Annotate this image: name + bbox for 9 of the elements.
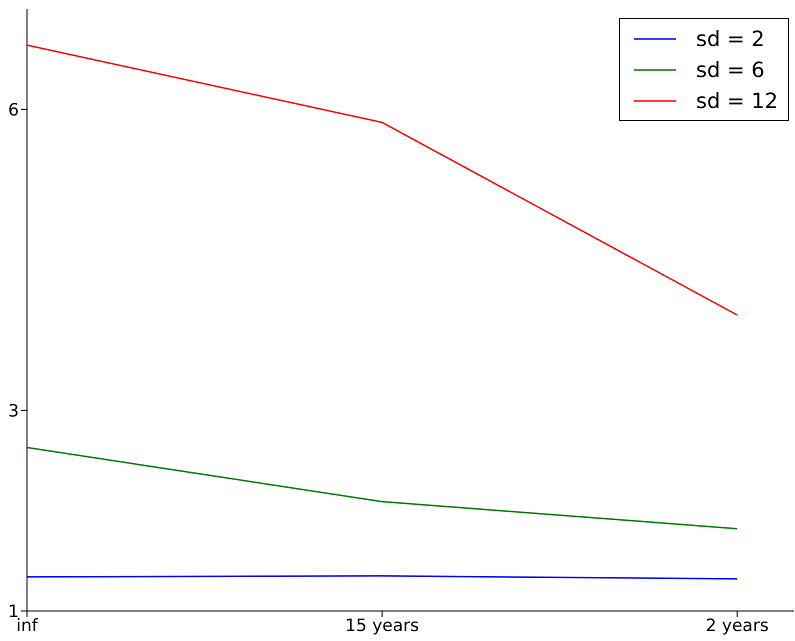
legend-label: sd = 6 bbox=[696, 58, 765, 82]
x-tick-label: 2 years bbox=[706, 616, 769, 636]
y-tick-label: 3 bbox=[8, 401, 19, 422]
legend-label: sd = 2 bbox=[696, 26, 765, 50]
x-tick-label: 15 years bbox=[345, 616, 420, 636]
y-tick-label: 6 bbox=[8, 100, 19, 120]
legend-label: sd = 12 bbox=[696, 88, 778, 112]
y-tick-label: 1 bbox=[8, 602, 19, 622]
x-tick-label: inf bbox=[16, 616, 39, 636]
